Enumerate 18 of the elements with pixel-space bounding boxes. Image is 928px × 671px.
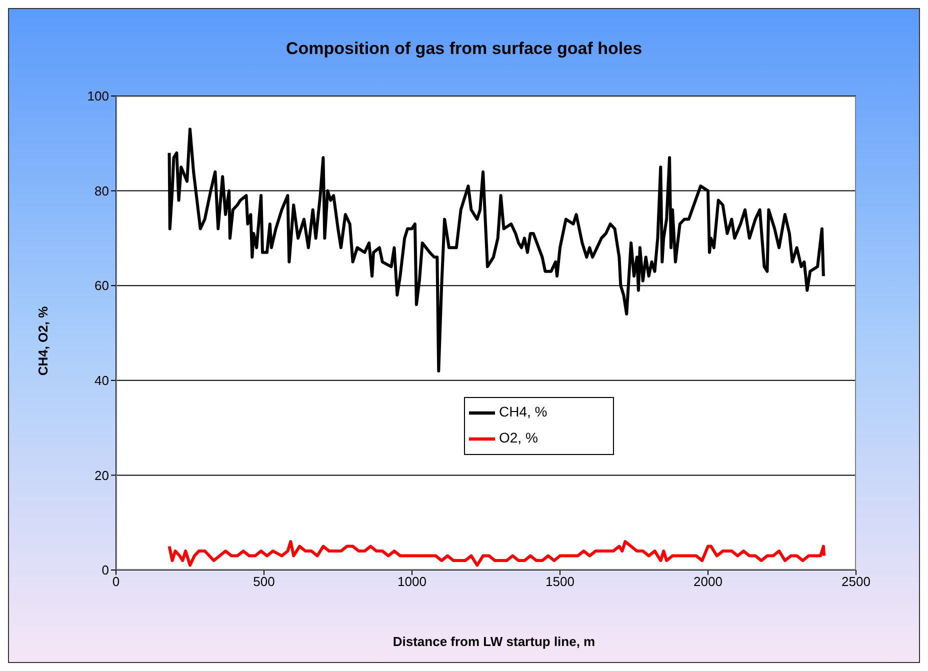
y-tick-label: 0	[102, 562, 109, 578]
y-tick-label: 100	[87, 88, 109, 104]
x-tick-label: 1500	[546, 574, 574, 590]
x-axis-title: Distance from LW startup line, m	[392, 634, 596, 649]
y-axis-title: CH4, O2, %	[36, 306, 50, 376]
y-tick-label: 80	[94, 183, 109, 198]
legend-label: CH4, %	[499, 404, 548, 420]
line-series	[168, 540, 826, 567]
y-tick-label: 40	[94, 373, 109, 388]
x-tick-label: 500	[253, 574, 275, 590]
chart-title: Composition of gas from surface goaf holes	[284, 39, 644, 59]
y-tick-label: 60	[94, 278, 109, 294]
legend-label: O2, %	[499, 430, 538, 446]
x-tick-label: 1000	[398, 574, 426, 590]
x-tick-label: 2500	[842, 574, 870, 590]
y-tick-label: 20	[94, 468, 109, 483]
x-tick-label: 2000	[694, 574, 722, 590]
x-tick-label: 0	[112, 574, 120, 590]
